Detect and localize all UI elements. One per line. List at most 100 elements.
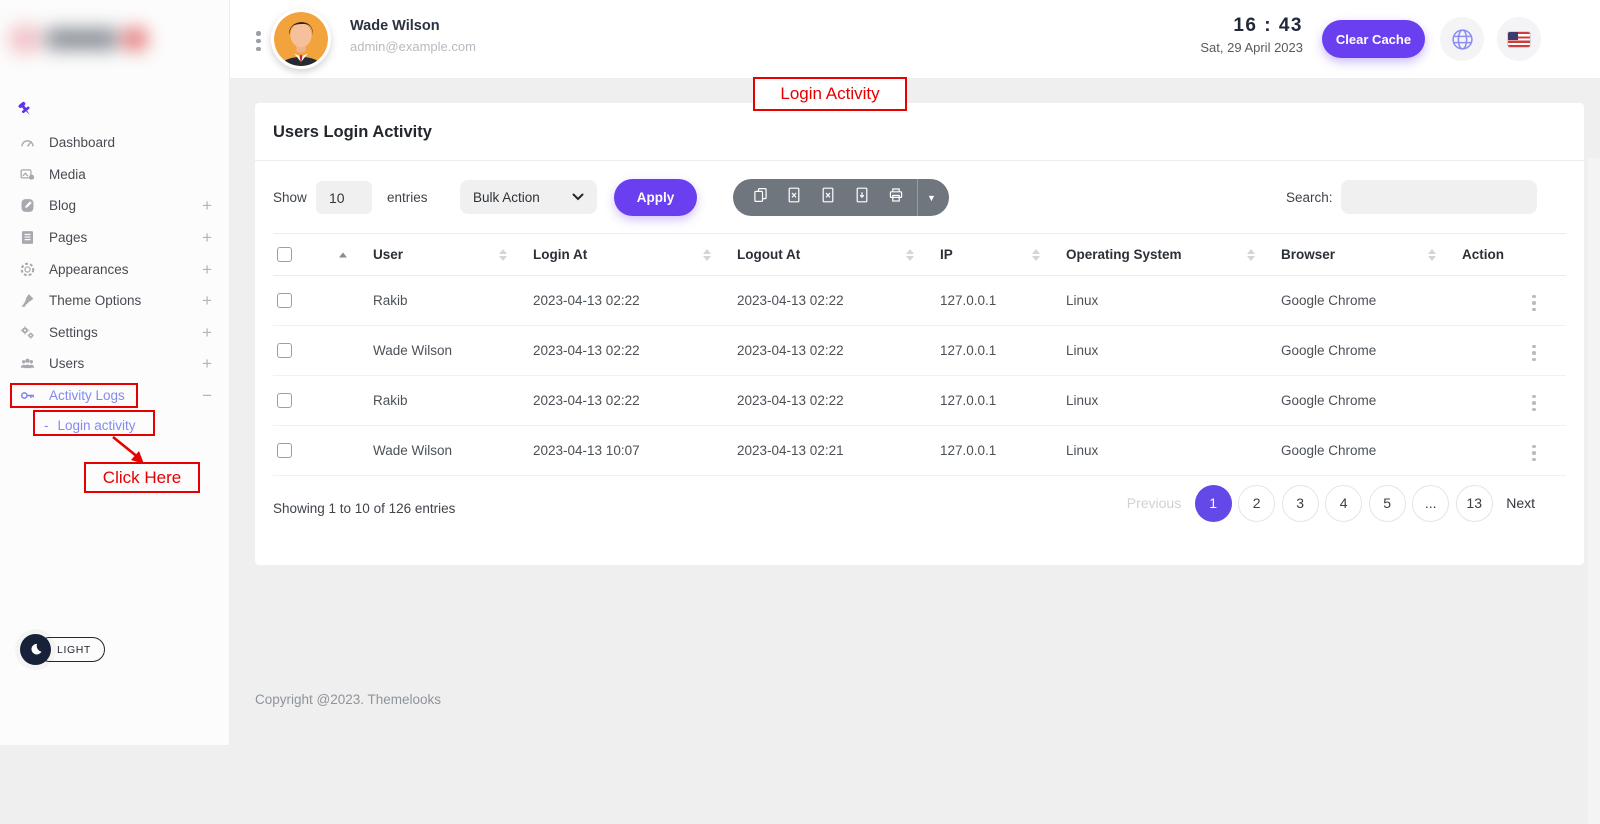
sidebar-item-activity-logs[interactable]: Activity Logs − [0, 380, 230, 412]
locale-flag-button[interactable] [1497, 17, 1541, 61]
sort-toggle[interactable] [1032, 248, 1040, 261]
theme-options-icon [18, 292, 36, 310]
column-header-logout-at[interactable]: Logout At [737, 233, 940, 276]
cell-login-at: 2023-04-13 02:22 [533, 325, 737, 376]
row-checkbox[interactable] [277, 443, 292, 459]
column-header-login-at[interactable]: Login At [533, 233, 737, 276]
pagination-ellipsis[interactable]: ... [1412, 484, 1450, 522]
sidebar-item-label: Activity Logs [49, 388, 125, 404]
row-actions-menu[interactable] [1528, 441, 1540, 466]
sort-toggle[interactable] [906, 248, 914, 261]
sidebar-item-blog[interactable]: Blog + [0, 190, 230, 222]
sidebar-item-theme-options[interactable]: Theme Options + [0, 285, 230, 317]
collapse-minus-icon[interactable]: − [202, 386, 212, 406]
sidebar-item-settings[interactable]: Settings + [0, 317, 230, 349]
row-checkbox[interactable] [277, 343, 292, 359]
row-checkbox[interactable] [277, 393, 292, 409]
table-controls: Show entries Bulk Action Apply ▼ Search: [255, 177, 1584, 219]
pages-icon [18, 229, 36, 247]
column-header-ip[interactable]: IP [940, 233, 1066, 276]
select-all-checkbox[interactable] [277, 247, 292, 263]
cell-login-at: 2023-04-13 10:07 [533, 425, 737, 476]
table-row: Rakib 2023-04-13 02:22 2023-04-13 02:22 127… [273, 375, 1566, 426]
sort-toggle[interactable] [1428, 248, 1436, 261]
pagination-page-1[interactable]: 1 [1194, 484, 1232, 522]
column-header-label: Action [1462, 247, 1504, 262]
export-more-caret[interactable]: ▼ [927, 192, 936, 203]
pagination-page-5[interactable]: 5 [1368, 484, 1406, 522]
row-actions-menu[interactable] [1528, 341, 1540, 366]
pagination-page-3[interactable]: 3 [1281, 484, 1319, 522]
expand-plus-icon[interactable]: + [202, 228, 212, 248]
column-header-label: IP [940, 247, 953, 262]
pagination-page-13[interactable]: 13 [1455, 484, 1493, 522]
cell-action [1462, 325, 1566, 376]
sort-toggle[interactable] [1247, 248, 1255, 261]
sidebar-subitem-login-activity[interactable]: - Login activity [0, 411, 230, 439]
column-header-browser[interactable]: Browser [1281, 233, 1462, 276]
sidebar-item-label: Appearances [49, 261, 129, 277]
search-input[interactable] [1341, 180, 1537, 214]
cell-browser: Google Chrome [1281, 325, 1462, 376]
sidebar-item-label: Theme Options [49, 293, 142, 309]
expand-plus-icon[interactable]: + [202, 291, 212, 311]
sidebar-menu: Dashboard Media Blog + Pages + Appearances + The… [0, 127, 230, 439]
bulk-action-select[interactable]: Bulk Action [460, 180, 597, 214]
row-actions-menu[interactable] [1528, 391, 1540, 416]
expand-plus-icon[interactable]: + [202, 259, 212, 279]
apply-button[interactable]: Apply [614, 179, 697, 216]
expand-plus-icon[interactable]: + [202, 196, 212, 216]
sidebar-item-users[interactable]: Users + [0, 348, 230, 380]
pagination-previous[interactable]: Previous [1126, 495, 1182, 511]
row-actions-menu[interactable] [1528, 291, 1540, 316]
sidebar-item-label: Settings [49, 324, 98, 340]
sidebar: Dashboard Media Blog + Pages + Appearances + The… [0, 0, 230, 745]
entries-count-input[interactable] [316, 181, 372, 214]
pagination-page-2[interactable]: 2 [1238, 484, 1276, 522]
copyright-text: Copyright @2023. Themelooks [255, 692, 442, 707]
pagination-next[interactable]: Next [1506, 495, 1535, 511]
sort-toggle[interactable] [339, 252, 347, 257]
avatar[interactable] [271, 9, 331, 69]
cell-browser: Google Chrome [1281, 275, 1462, 326]
pushpin-icon[interactable] [16, 100, 36, 120]
export-pdf-button[interactable] [845, 179, 879, 216]
theme-toggle[interactable]: LIGHT [20, 634, 105, 665]
sidebar-item-appearances[interactable]: Appearances + [0, 253, 230, 285]
chevron-down-icon [572, 193, 584, 201]
column-header-select-all [273, 233, 373, 276]
pagination-page-4[interactable]: 4 [1325, 484, 1363, 522]
expand-plus-icon[interactable]: + [202, 354, 212, 374]
cell-select [273, 375, 373, 426]
print-icon [888, 187, 904, 208]
column-header-operating-system[interactable]: Operating System [1066, 233, 1281, 276]
expand-plus-icon[interactable]: + [202, 322, 212, 342]
export-csv-button[interactable] [811, 179, 845, 216]
sidebar-item-label: Blog [49, 198, 77, 214]
cell-select [273, 325, 373, 376]
scrollbar[interactable] [1588, 158, 1600, 824]
user-name: Wade Wilson [350, 18, 440, 34]
kebab-menu-icon[interactable] [256, 28, 261, 54]
column-header-action[interactable]: Action [1462, 233, 1566, 276]
language-globe-button[interactable] [1440, 17, 1484, 61]
app-logo[interactable] [8, 16, 166, 62]
cell-action [1462, 375, 1566, 426]
export-excel-button[interactable] [777, 179, 811, 216]
divider [917, 179, 918, 216]
sidebar-item-label: Pages [49, 230, 88, 246]
cell-select [273, 425, 373, 476]
sidebar-item-media[interactable]: Media [0, 159, 230, 191]
column-header-user[interactable]: User [373, 233, 533, 276]
export-copy-button[interactable] [743, 179, 777, 216]
sort-toggle[interactable] [703, 248, 711, 261]
sidebar-item-dashboard[interactable]: Dashboard [0, 127, 230, 159]
sidebar-item-pages[interactable]: Pages + [0, 222, 230, 254]
table-header-row: User Login At Logout At IP Operating System B… [273, 233, 1566, 276]
row-checkbox[interactable] [277, 293, 292, 309]
sort-toggle[interactable] [499, 248, 507, 261]
export-print-button[interactable] [879, 179, 913, 216]
clear-cache-button[interactable]: Clear Cache [1322, 20, 1425, 58]
cell-browser: Google Chrome [1281, 375, 1462, 426]
cell-operating-system: Linux [1066, 375, 1281, 426]
